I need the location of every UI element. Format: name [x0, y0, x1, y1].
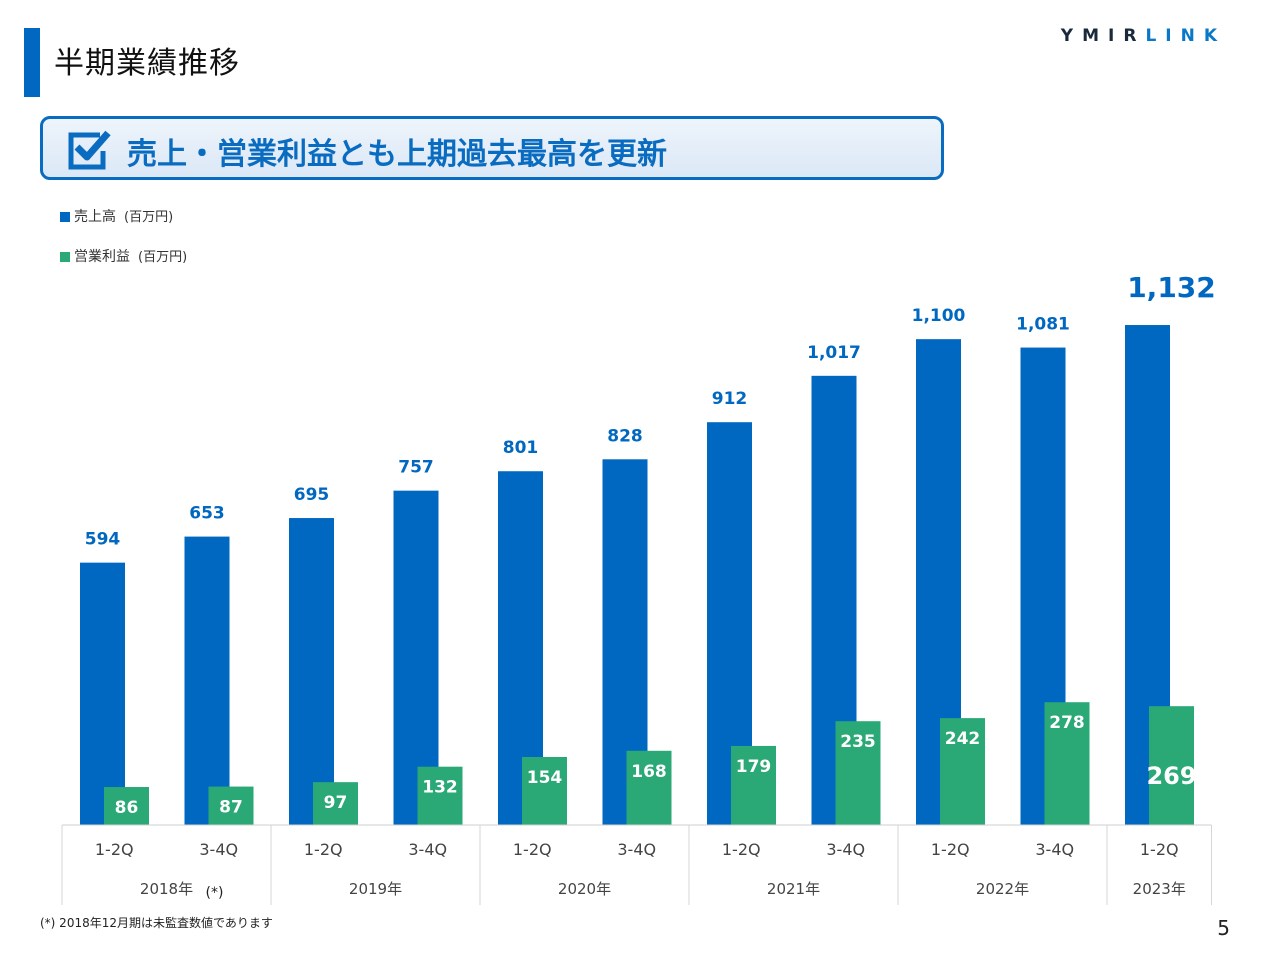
sales-value-label: 1,081 [1016, 315, 1070, 335]
x-tick-label: 3-4Q [617, 840, 656, 859]
profit-value-label: 132 [422, 778, 458, 798]
profit-value-label: 154 [527, 768, 563, 788]
profit-bar [522, 756, 567, 825]
sales-value-label: 801 [503, 438, 539, 458]
sales-value-label: 828 [607, 426, 643, 446]
profit-value-label: 278 [1049, 713, 1085, 733]
sales-bar [184, 536, 230, 825]
year-group-label: 2019年 [349, 880, 402, 898]
legend-profit: 営業利益 (百万円) [60, 246, 187, 266]
sales-value-label: 653 [189, 504, 225, 524]
year-group-label: 2018年 [140, 880, 193, 898]
x-tick-label: 3-4Q [1035, 840, 1074, 859]
sales-value-label: 1,017 [807, 343, 861, 363]
sales-value-label: 757 [398, 458, 434, 478]
headline-banner: 売上・営業利益とも上期過去最高を更新 [40, 116, 944, 180]
title-accent-bar [24, 28, 40, 97]
profit-value-label: 86 [115, 798, 139, 818]
x-tick-label: 3-4Q [826, 840, 865, 859]
year-group-label: 2021年 [767, 880, 820, 898]
profit-value-label: 179 [736, 757, 772, 777]
profit-bar [731, 745, 776, 825]
sales-value-label: 912 [712, 389, 748, 409]
profit-value-label: 87 [219, 798, 243, 818]
profit-value-label: 97 [324, 793, 348, 813]
company-logo: YMIRLINK [1060, 26, 1226, 46]
profit-value-label: 269 [1146, 762, 1196, 790]
profit-bar [835, 721, 881, 825]
x-tick-label: 1-2Q [304, 840, 343, 859]
year-note-label: (*) [206, 885, 224, 901]
year-group-label: 2023年 [1133, 880, 1186, 898]
profit-bar [104, 787, 149, 825]
profit-bar [313, 782, 358, 825]
year-group-label: 2022年 [976, 880, 1029, 898]
sales-value-label: 695 [294, 485, 330, 505]
footnote: (*) 2018年12月期は未監査数値であります [40, 916, 273, 930]
profit-bar [1044, 702, 1090, 825]
profit-value-label: 168 [631, 762, 667, 782]
checkbox-check-icon [68, 130, 111, 170]
year-group-label: 2020年 [558, 880, 611, 898]
x-tick-label: 1-2Q [931, 840, 970, 859]
x-tick-label: 1-2Q [513, 840, 552, 859]
legend-sales-swatch [60, 212, 70, 222]
sales-bar [80, 562, 125, 825]
x-tick-label: 1-2Q [1140, 840, 1179, 859]
legend-profit-swatch [60, 252, 70, 262]
x-tick-label: 3-4Q [199, 840, 238, 859]
sales-value-label: 1,132 [1127, 271, 1216, 304]
profit-bar [626, 750, 672, 825]
profit-bar [940, 718, 985, 825]
legend-sales: 売上高 (百万円) [60, 206, 173, 226]
x-tick-label: 1-2Q [95, 840, 134, 859]
page-title: 半期業績推移 [54, 46, 240, 81]
profit-value-label: 242 [945, 729, 981, 749]
profit-value-label: 235 [840, 732, 876, 752]
x-tick-label: 1-2Q [722, 840, 761, 859]
page-number: 5 [1217, 916, 1230, 940]
profit-bar [208, 786, 254, 825]
sales-value-label: 594 [85, 530, 121, 550]
sales-bar [289, 518, 334, 825]
sales-value-label: 1,100 [912, 306, 966, 326]
profit-bar [1149, 706, 1194, 825]
profit-bar [417, 766, 463, 825]
headline-text: 売上・営業利益とも上期過去最高を更新 [127, 137, 667, 172]
x-tick-label: 3-4Q [408, 840, 447, 859]
